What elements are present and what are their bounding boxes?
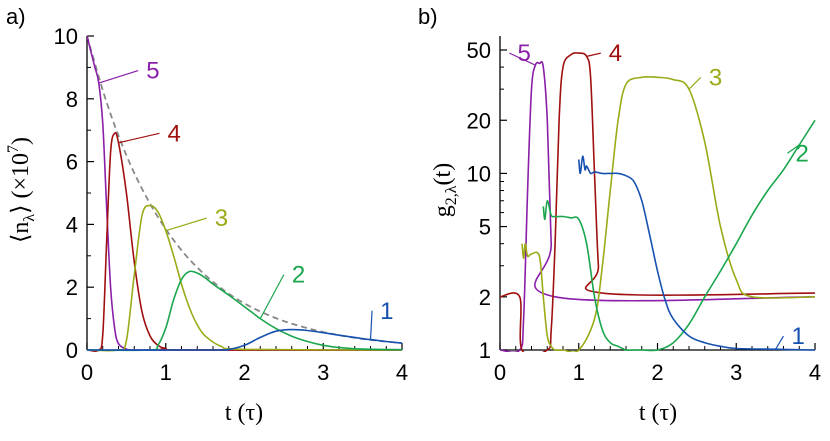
series-label-3: 3 xyxy=(215,205,228,232)
y-tick-label: 2 xyxy=(479,285,491,310)
x-tick-label: 3 xyxy=(730,360,742,385)
plot-area xyxy=(500,52,816,352)
y-tick-label: 8 xyxy=(66,87,78,112)
y-tick-label: 5 xyxy=(479,215,491,240)
leader-line-2 xyxy=(259,274,285,319)
panel-label: b) xyxy=(418,4,438,29)
series-line-5 xyxy=(87,35,402,351)
series-line-2 xyxy=(542,119,816,352)
series-line-5 xyxy=(500,61,816,352)
series-line-1 xyxy=(578,155,816,351)
x-tick-label: 1 xyxy=(573,360,585,385)
plot-area xyxy=(87,35,403,352)
series-label-1: 1 xyxy=(380,298,393,325)
series-label-4: 4 xyxy=(167,120,180,147)
x-tick-label: 4 xyxy=(396,360,408,385)
series-label-1: 1 xyxy=(792,323,805,350)
x-tick-label: 2 xyxy=(238,360,250,385)
leader-line-5 xyxy=(509,52,536,66)
series-line-4 xyxy=(87,131,403,352)
y-tick-label: 6 xyxy=(66,150,78,175)
x-tick-label: 3 xyxy=(317,360,329,385)
leader-line-5 xyxy=(98,69,139,84)
leader-line-2 xyxy=(787,144,800,154)
x-tick-label: 4 xyxy=(809,360,821,385)
series-label-4: 4 xyxy=(609,40,622,67)
y-axis-label: g2,λ​(t) xyxy=(430,163,460,217)
x-axis-label: t (τ) xyxy=(225,400,263,426)
envelope-dashed-line xyxy=(87,35,403,344)
series-label-2: 2 xyxy=(292,262,305,289)
y-tick-label: 20 xyxy=(467,108,491,133)
x-tick-label: 0 xyxy=(494,360,506,385)
series-line-1 xyxy=(87,328,403,351)
chart-panel-a: 0 1 2 3 4 0 2 4 6 8 10 a) t (τ) ⟨nλ​⟩ (×107​) 5 4 3 2 1 xyxy=(5,4,408,426)
y-tick-label: 50 xyxy=(467,38,491,63)
series-line-3 xyxy=(521,75,816,352)
y-tick-label: 10 xyxy=(54,24,78,49)
y-tick-label: 2 xyxy=(66,275,78,300)
leader-line-4 xyxy=(118,132,160,144)
leader-line-4 xyxy=(586,52,601,57)
y-tick-label: 10 xyxy=(467,161,491,186)
panel-label: a) xyxy=(6,4,26,29)
y-tick-label: 1 xyxy=(479,338,491,363)
leader-line-1 xyxy=(369,310,373,340)
y-axis-label: ⟨nλ​⟩ (×107​) xyxy=(5,137,38,243)
y-tick-label: 0 xyxy=(66,338,78,363)
series-label-3: 3 xyxy=(709,64,722,91)
x-tick-label: 1 xyxy=(160,360,172,385)
x-tick-label: 0 xyxy=(81,360,93,385)
y-tick-label: 4 xyxy=(66,212,78,237)
series-label-2: 2 xyxy=(795,140,808,167)
series-line-2 xyxy=(87,270,403,352)
leader-line-3 xyxy=(165,217,207,232)
leader-line-3 xyxy=(688,76,702,90)
series-line-3 xyxy=(87,204,403,352)
series-label-5: 5 xyxy=(517,40,530,67)
x-tick-label: 2 xyxy=(651,360,663,385)
leader-line-1 xyxy=(775,335,785,350)
series-line-4 xyxy=(500,52,816,352)
series-label-5: 5 xyxy=(146,58,159,85)
x-axis-label: t (τ) xyxy=(639,400,677,426)
